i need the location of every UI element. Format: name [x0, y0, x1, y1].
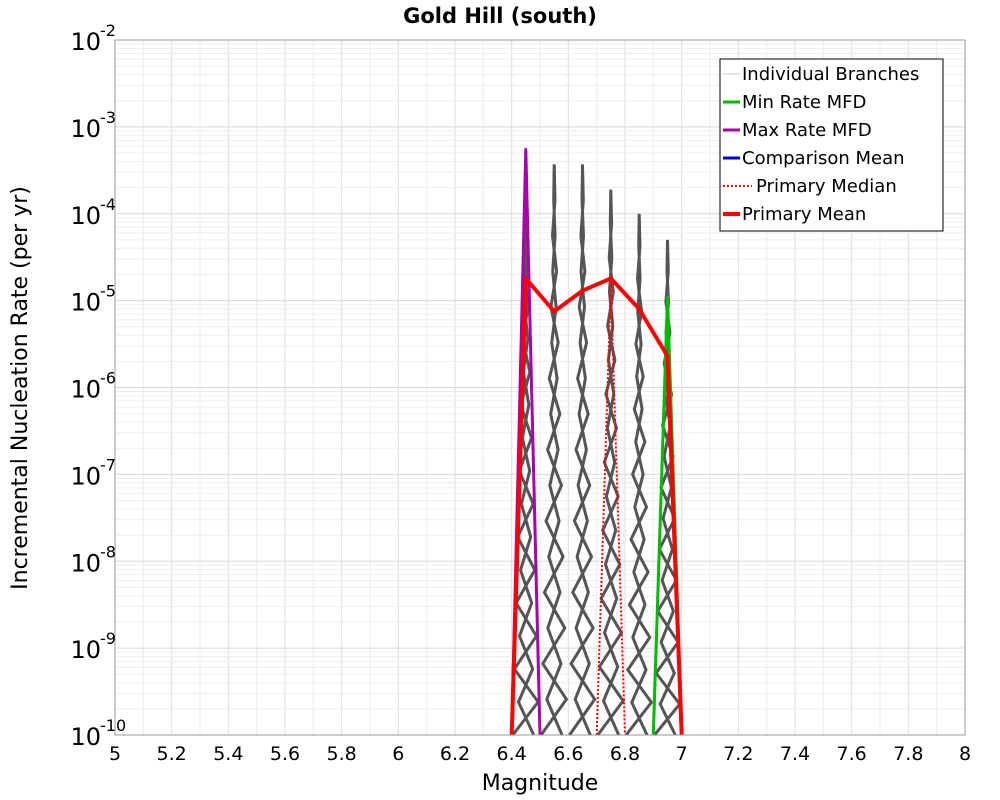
x-tick-label: 6	[392, 743, 404, 765]
y-tick-exponent: -3	[100, 108, 116, 127]
y-tick-exponent: -7	[100, 455, 116, 474]
y-tick-base: 10	[70, 636, 101, 664]
legend-label: Primary Mean	[742, 204, 866, 225]
y-tick-label: 10 -3	[70, 108, 116, 143]
y-tick-base: 10	[70, 202, 101, 230]
branch-spike-5	[653, 239, 682, 736]
legend-label: Min Rate MFD	[742, 92, 866, 113]
y-tick-label: 10 -7	[70, 455, 116, 490]
branch-spike-2	[568, 164, 597, 736]
y-tick-base: 10	[70, 115, 101, 143]
legend-label: Primary Median	[756, 176, 897, 197]
y-tick-base: 10	[70, 376, 101, 404]
y-tick-label: 10 -9	[70, 629, 116, 664]
x-tick-label: 7.2	[723, 743, 753, 765]
x-tick-label: 6.8	[610, 743, 640, 765]
series-line-primary-mean	[509, 276, 684, 736]
y-tick-label: 10 -4	[70, 195, 116, 230]
x-tick-label: 7.6	[837, 743, 867, 765]
branch-spike-1	[539, 164, 569, 736]
y-tick-label: 10 -2	[70, 21, 116, 56]
y-tick-base: 10	[70, 723, 101, 751]
y-tick-exponent: -10	[100, 716, 126, 735]
y-tick-base: 10	[70, 289, 101, 317]
y-tick-base: 10	[70, 549, 101, 577]
data-marks	[509, 147, 684, 736]
x-tick-label: 5.6	[270, 743, 300, 765]
legend: Individual Branches Min Rate MFD Max Rate …	[719, 58, 944, 232]
x-tick-label: 6.2	[440, 743, 470, 765]
y-tick-base: 10	[70, 28, 101, 56]
y-tick-base: 10	[70, 462, 101, 490]
branch-spike-4	[624, 213, 654, 736]
x-tick-label: 5.2	[157, 743, 187, 765]
y-tick-exponent: -2	[100, 21, 116, 40]
x-tick-label: 6.6	[553, 743, 583, 765]
x-tick-label: 5.4	[213, 743, 243, 765]
chart-title: Gold Hill (south)	[403, 4, 597, 28]
y-tick-exponent: -5	[100, 282, 116, 301]
legend-box	[719, 58, 944, 232]
x-tick-label: 8	[959, 743, 971, 765]
x-axis-label: Magnitude	[482, 771, 599, 796]
y-tick-label: 10 -5	[70, 282, 116, 317]
x-tick-label: 7	[676, 743, 688, 765]
plot-frame	[114, 39, 966, 736]
x-axis-ticks: 5 5.2 5.4 5.6 5.8 6 6.2 6.4 6.6 6.8 7 7.2 7.4 7.6 7.8 8	[109, 743, 971, 765]
series-line-primary-median	[595, 281, 626, 736]
x-tick-label: 5.8	[327, 743, 357, 765]
x-tick-label: 5	[109, 743, 121, 765]
y-tick-exponent: -8	[100, 542, 116, 561]
y-tick-label: 10 -8	[70, 542, 116, 577]
x-tick-label: 7.8	[893, 743, 923, 765]
y-tick-exponent: -4	[100, 195, 116, 214]
legend-label: Max Rate MFD	[742, 120, 872, 141]
branch-spike-3	[596, 189, 625, 736]
y-tick-exponent: -6	[100, 369, 116, 388]
y-tick-exponent: -9	[100, 629, 116, 648]
y-axis-label: Incremental Nucleation Rate (per yr)	[8, 186, 33, 590]
y-tick-label: 10 -10	[70, 716, 126, 751]
x-tick-label: 6.4	[497, 743, 527, 765]
legend-label: Comparison Mean	[742, 148, 905, 169]
y-tick-label: 10 -6	[70, 369, 116, 404]
x-tick-label: 7.4	[780, 743, 810, 765]
legend-label: Individual Branches	[742, 64, 919, 85]
